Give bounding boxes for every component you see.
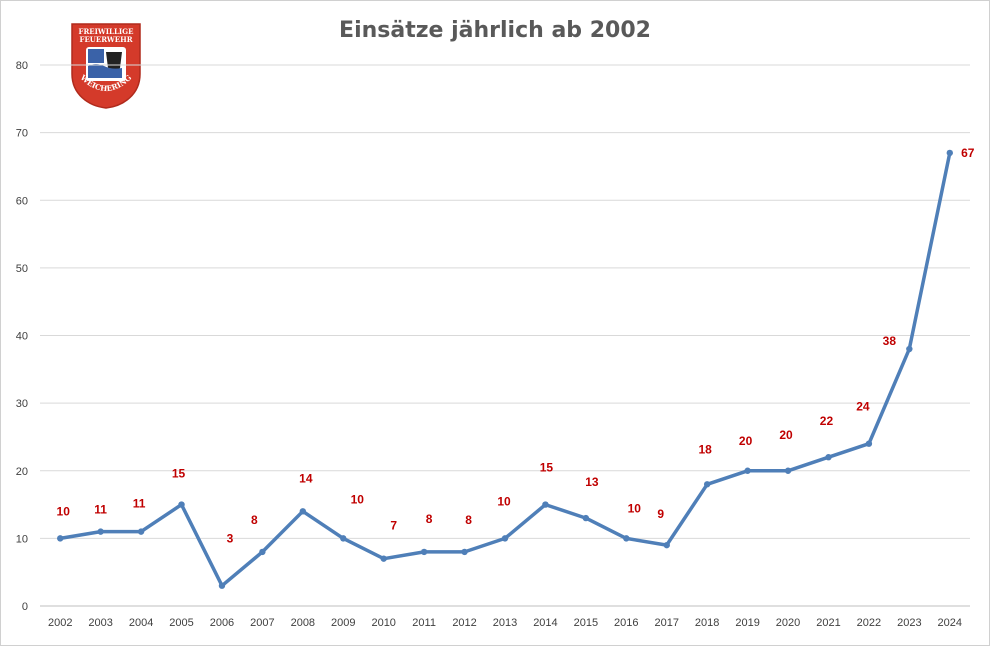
y-tick-label: 80 <box>16 60 28 72</box>
y-tick-label: 0 <box>22 601 28 613</box>
data-point <box>906 345 913 353</box>
data-point <box>946 149 953 157</box>
data-label: 8 <box>251 513 258 527</box>
logo-top-text: FREIWILLIGE <box>79 27 134 36</box>
data-label: 10 <box>497 494 511 508</box>
data-label: 22 <box>820 414 834 428</box>
x-tick-label: 2010 <box>371 617 395 629</box>
data-label: 8 <box>426 512 433 526</box>
y-tick-label: 40 <box>16 331 28 343</box>
data-point <box>299 508 307 515</box>
data-label: 24 <box>856 400 870 414</box>
data-point <box>542 501 549 508</box>
data-point <box>623 535 630 542</box>
data-label: 8 <box>465 513 472 527</box>
data-point <box>461 548 468 556</box>
x-tick-label: 2007 <box>250 617 274 629</box>
logo-mid-text: FEUERWEHR <box>79 35 132 44</box>
data-label: 10 <box>628 501 642 515</box>
data-label: 13 <box>585 475 599 489</box>
data-point <box>703 481 711 488</box>
data-point <box>57 535 64 542</box>
y-tick-label: 20 <box>16 466 28 478</box>
data-label: 15 <box>172 467 186 481</box>
x-tick-label: 2003 <box>88 617 112 629</box>
x-tick-label: 2014 <box>533 617 557 629</box>
y-tick-label: 30 <box>16 398 28 410</box>
data-point <box>340 535 347 542</box>
x-tick-label: 2017 <box>654 617 678 629</box>
series-line <box>58 151 952 588</box>
y-tick-label: 70 <box>16 128 28 140</box>
x-tick-label: 2008 <box>291 617 315 629</box>
data-label: 67 <box>961 146 975 160</box>
data-point <box>380 555 387 562</box>
y-tick-label: 60 <box>16 195 28 207</box>
x-tick-label: 2004 <box>129 617 153 629</box>
x-tick-label: 2021 <box>816 617 840 629</box>
y-tick-label: 10 <box>16 533 28 545</box>
x-tick-label: 2022 <box>857 617 881 629</box>
data-label: 10 <box>351 492 365 506</box>
data-point <box>663 541 670 549</box>
x-tick-label: 2023 <box>897 617 921 629</box>
data-point <box>501 535 509 542</box>
x-tick-label: 2002 <box>48 617 72 629</box>
data-point <box>420 548 428 556</box>
x-tick-label: 2015 <box>574 617 598 629</box>
data-point <box>784 467 792 474</box>
data-point <box>259 548 266 556</box>
data-point <box>582 514 590 522</box>
data-label: 18 <box>698 442 712 456</box>
data-point <box>137 528 145 535</box>
data-point <box>744 467 751 474</box>
data-label: 9 <box>657 507 664 521</box>
x-tick-label: 2018 <box>695 617 719 629</box>
data-label: 20 <box>779 428 793 442</box>
data-label: 38 <box>883 334 897 348</box>
data-point <box>865 440 873 447</box>
data-label: 7 <box>390 519 397 533</box>
data-label: 3 <box>227 532 234 546</box>
data-label: 20 <box>739 434 753 448</box>
data-point <box>825 454 832 461</box>
data-point <box>178 501 185 508</box>
data-label: 11 <box>133 497 146 511</box>
x-tick-label: 2009 <box>331 617 355 629</box>
data-point <box>97 528 104 535</box>
fire-brigade-logo: FREIWILLIGE FEUERWEHR WEICHERING <box>71 23 141 109</box>
chart-title: Einsätze jährlich ab 2002 <box>339 18 651 43</box>
x-tick-label: 2012 <box>452 617 476 629</box>
x-tick-label: 2013 <box>493 617 517 629</box>
x-tick-label: 2020 <box>776 617 800 629</box>
x-tick-label: 2005 <box>169 617 193 629</box>
x-tick-label: 2011 <box>412 617 436 629</box>
data-label: 14 <box>299 471 313 485</box>
data-label: 10 <box>57 504 71 518</box>
x-tick-label: 2006 <box>210 617 234 629</box>
data-label: 15 <box>540 461 554 475</box>
y-tick-label: 50 <box>16 263 28 275</box>
data-point <box>218 582 226 589</box>
data-label: 11 <box>94 503 107 517</box>
x-tick-label: 2016 <box>614 617 638 629</box>
x-tick-label: 2019 <box>735 617 759 629</box>
x-tick-label: 2024 <box>938 617 962 629</box>
